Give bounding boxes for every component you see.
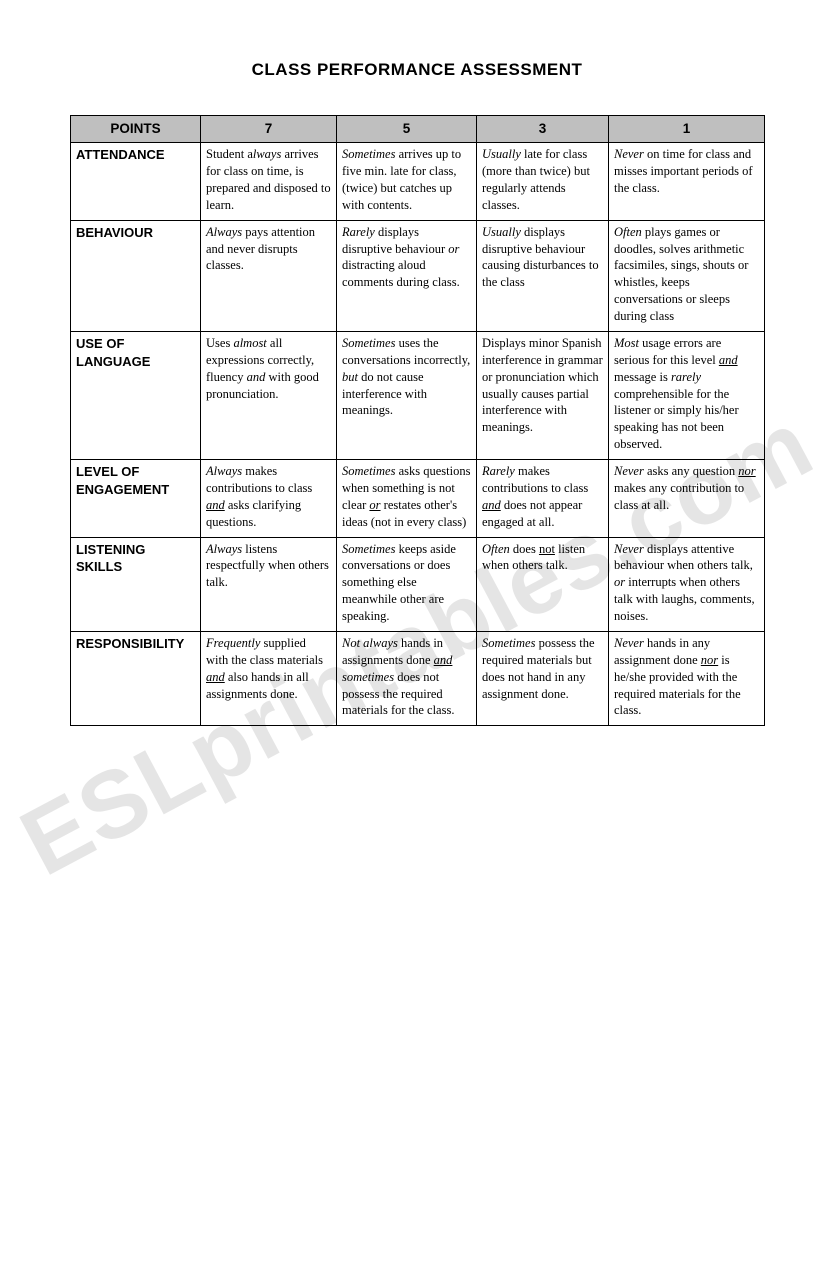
cell: Sometimes keeps aside conversations or d…: [337, 537, 477, 631]
page: CLASS PERFORMANCE ASSESSMENT POINTS 7 5 …: [0, 0, 834, 726]
cell: Rarely displays disruptive behaviour or …: [337, 220, 477, 331]
row-attendance: ATTENDANCE Student always arrives for cl…: [71, 143, 765, 221]
cell: Displays minor Spanish interference in g…: [477, 331, 609, 459]
header-points: POINTS: [71, 116, 201, 143]
table-header-row: POINTS 7 5 3 1: [71, 116, 765, 143]
cell: Rarely makes contributions to class and …: [477, 460, 609, 538]
row-label: LEVEL OF ENGAGEMENT: [71, 460, 201, 538]
cell: Sometimes asks questions when something …: [337, 460, 477, 538]
cell: Sometimes possess the required materials…: [477, 631, 609, 725]
cell: Student always arrives for class on time…: [201, 143, 337, 221]
table-body: ATTENDANCE Student always arrives for cl…: [71, 143, 765, 726]
row-label: ATTENDANCE: [71, 143, 201, 221]
cell: Not always hands in assignments done and…: [337, 631, 477, 725]
row-listening: LISTENING SKILLS Always listens respectf…: [71, 537, 765, 631]
cell: Uses almost all expressions correctly, f…: [201, 331, 337, 459]
cell: Often plays games or doodles, solves ari…: [609, 220, 765, 331]
cell: Never asks any question nor makes any co…: [609, 460, 765, 538]
row-language: USE OF LANGUAGE Uses almost all expressi…: [71, 331, 765, 459]
cell: Never hands in any assignment done nor i…: [609, 631, 765, 725]
cell: Always listens respectfully when others …: [201, 537, 337, 631]
cell: Often does not listen when others talk.: [477, 537, 609, 631]
cell: Sometimes uses the conversations incorre…: [337, 331, 477, 459]
cell: Sometimes arrives up to five min. late f…: [337, 143, 477, 221]
cell: Most usage errors are serious for this l…: [609, 331, 765, 459]
page-title: CLASS PERFORMANCE ASSESSMENT: [70, 60, 764, 80]
row-behaviour: BEHAVIOUR Always pays attention and neve…: [71, 220, 765, 331]
cell: Never displays attentive behaviour when …: [609, 537, 765, 631]
row-label: USE OF LANGUAGE: [71, 331, 201, 459]
cell: Usually displays disruptive behaviour ca…: [477, 220, 609, 331]
cell: Frequently supplied with the class mater…: [201, 631, 337, 725]
row-engagement: LEVEL OF ENGAGEMENT Always makes contrib…: [71, 460, 765, 538]
row-label: LISTENING SKILLS: [71, 537, 201, 631]
cell: Always makes contributions to class and …: [201, 460, 337, 538]
row-label: BEHAVIOUR: [71, 220, 201, 331]
row-responsibility: RESPONSIBILITY Frequently supplied with …: [71, 631, 765, 725]
cell: Always pays attention and never disrupts…: [201, 220, 337, 331]
header-5: 5: [337, 116, 477, 143]
header-7: 7: [201, 116, 337, 143]
cell: Usually late for class (more than twice)…: [477, 143, 609, 221]
header-1: 1: [609, 116, 765, 143]
header-3: 3: [477, 116, 609, 143]
cell: Never on time for class and misses impor…: [609, 143, 765, 221]
rubric-table: POINTS 7 5 3 1 ATTENDANCE Student always…: [70, 115, 765, 726]
row-label: RESPONSIBILITY: [71, 631, 201, 725]
